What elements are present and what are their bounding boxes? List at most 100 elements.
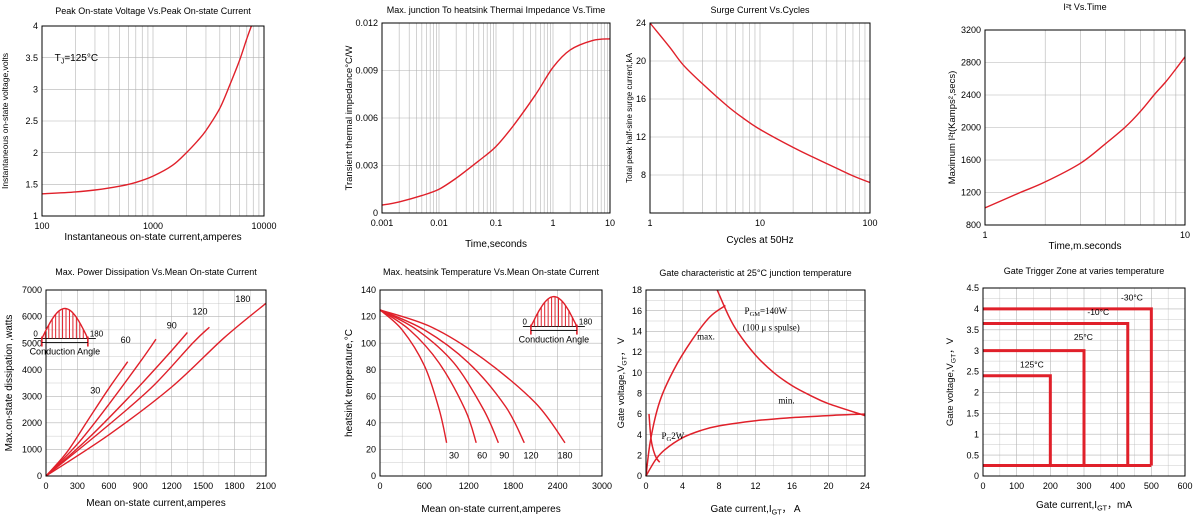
x-tick-label: 1800	[225, 481, 245, 491]
data-point	[655, 460, 656, 461]
y-tick-label: 3000	[22, 391, 42, 401]
y-tick-label: 3	[33, 84, 38, 94]
y-tick-label: 140	[361, 285, 376, 295]
data-point	[1153, 94, 1154, 95]
data-point	[439, 362, 440, 363]
x-tick-label: 1200	[459, 481, 479, 491]
y-tick-label: 3	[974, 346, 979, 356]
data-point	[1020, 192, 1021, 193]
data-point	[127, 361, 128, 362]
y-tick-label: 0	[371, 471, 376, 481]
data-point	[108, 388, 109, 389]
y-tick-label: 4	[33, 21, 38, 31]
data-point	[810, 395, 811, 396]
x-axis-label: Time,seconds	[465, 239, 527, 250]
y-tick-label: 2	[637, 450, 642, 460]
zone-boundary	[983, 374, 1052, 466]
y-tick-label: 16	[636, 94, 646, 104]
data-point	[535, 402, 536, 403]
plot-frame	[645, 289, 866, 477]
y-tick-label: 0.012	[355, 18, 378, 28]
data-point	[197, 141, 198, 142]
data-point	[478, 160, 479, 161]
y-tick-label: 0	[974, 471, 979, 481]
data-point	[812, 156, 813, 157]
y-tick-label: 7000	[22, 285, 42, 295]
y-tick-label: 120	[361, 312, 376, 322]
inset-half-sine	[530, 295, 578, 327]
series-line	[379, 309, 448, 443]
data-point	[793, 147, 794, 148]
chart-title: Max. junction To heatsink Thermai Impeda…	[387, 5, 605, 15]
y-tick-label: 800	[966, 220, 981, 230]
y-tick-label: 2	[33, 148, 38, 158]
x-tick-label: 1500	[193, 481, 213, 491]
series-line	[379, 309, 477, 444]
chart-title: Gate Trigger Zone at varies temperature	[1004, 266, 1165, 276]
data-point	[755, 420, 756, 421]
plot-frame	[982, 287, 1186, 477]
x-tick-label: 4	[680, 481, 685, 491]
x-tick-label: 16	[787, 481, 797, 491]
zone-boundary	[983, 349, 1086, 466]
inset-caption: Conduction Angle	[30, 347, 101, 357]
x-tick-label: 400	[1110, 481, 1125, 491]
y-tick-label: 1200	[961, 188, 981, 198]
data-point	[1165, 81, 1166, 82]
data-point	[399, 201, 400, 202]
x-tick-label: 10	[755, 218, 765, 228]
y-tick-label: 1.5	[966, 408, 979, 418]
data-point	[737, 331, 738, 332]
data-point	[657, 459, 658, 460]
x-tick-label: 100	[862, 218, 877, 228]
data-point	[87, 420, 88, 421]
data-point	[409, 329, 410, 330]
data-point	[552, 67, 553, 68]
x-axis-label: Gate current,IGT， A	[710, 504, 800, 517]
data-point	[498, 442, 499, 443]
data-point	[129, 396, 130, 397]
data-point	[659, 401, 660, 402]
inset-caption: Conduction Angle	[519, 335, 590, 345]
y-axis-label: Transient thermal impedance°C/W	[344, 45, 355, 190]
y-tick-label: 10	[632, 368, 642, 378]
data-point	[483, 409, 484, 410]
data-point	[152, 176, 153, 177]
data-point	[652, 446, 653, 447]
y-axis-label: heatsink temperature,°C	[344, 329, 355, 437]
inset-label-left: 0	[522, 318, 527, 327]
data-point	[655, 455, 656, 456]
x-tick-label: 1	[550, 218, 555, 228]
data-point	[828, 415, 829, 416]
y-tick-label: 14	[632, 326, 642, 336]
y-tick-label: 80	[366, 365, 376, 375]
y-tick-label: 0	[37, 471, 42, 481]
x-tick-label: 24	[860, 481, 870, 491]
data-point	[192, 343, 193, 344]
data-point	[431, 327, 432, 328]
data-point	[465, 409, 466, 410]
x-tick-label: 200	[1043, 481, 1058, 491]
y-tick-label: 1	[974, 429, 979, 439]
data-point	[791, 385, 792, 386]
data-point	[836, 168, 837, 169]
series-label: 90	[167, 321, 177, 331]
x-tick-label: 600	[417, 481, 432, 491]
chart-annotation: PG2W	[662, 431, 685, 443]
chart-title: I²t Vs.Time	[1063, 2, 1106, 12]
data-point	[852, 175, 853, 176]
x-axis-label: Instantaneous on-state current,amperes	[64, 232, 241, 243]
data-point	[402, 329, 403, 330]
data-point	[205, 130, 206, 131]
zone-label: 125°C	[1020, 359, 1044, 369]
inset-label-right: 180	[579, 318, 593, 327]
data-point	[108, 404, 109, 405]
chart-zth: 0.001 0.01 0.1 1 10 0 0.003 0.006 0.009 0.012 Max.…	[344, 5, 615, 250]
data-point	[483, 358, 484, 359]
data-point	[424, 365, 425, 366]
zone-label: 25°C	[1074, 332, 1093, 342]
data-point	[476, 442, 477, 443]
plot-frame	[379, 289, 603, 477]
